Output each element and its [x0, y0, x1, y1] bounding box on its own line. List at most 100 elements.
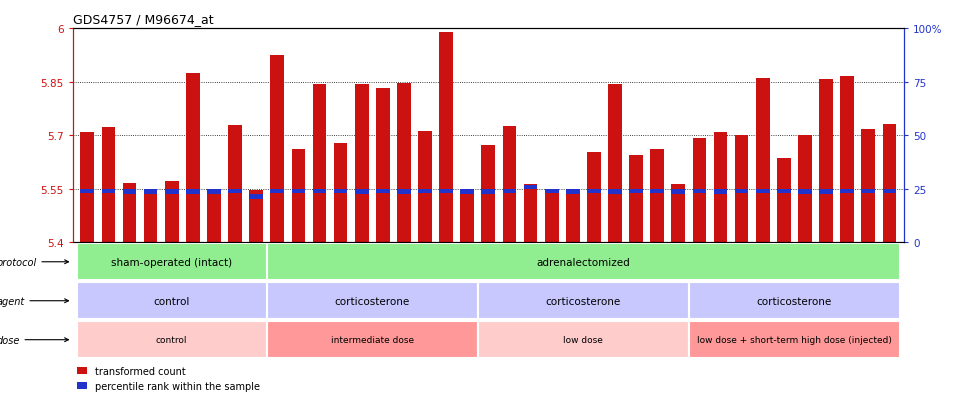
Bar: [840, 77, 854, 243]
Bar: [608, 190, 622, 194]
Bar: [630, 156, 643, 243]
Bar: [689, 282, 900, 320]
Bar: [524, 185, 538, 243]
Bar: [418, 131, 432, 243]
Bar: [714, 190, 727, 194]
Bar: [164, 190, 179, 194]
Bar: [271, 56, 284, 243]
Bar: [460, 192, 474, 243]
Bar: [651, 189, 664, 194]
Text: low dose: low dose: [564, 335, 603, 344]
Bar: [566, 190, 579, 243]
Bar: [689, 321, 900, 358]
Text: corticosterone: corticosterone: [335, 296, 410, 306]
Bar: [439, 190, 453, 194]
Text: sham-operated (intact): sham-operated (intact): [111, 257, 232, 267]
Bar: [334, 190, 347, 194]
Bar: [692, 190, 706, 194]
Bar: [544, 192, 559, 243]
Bar: [478, 282, 689, 320]
Legend: transformed count, percentile rank within the sample: transformed count, percentile rank withi…: [77, 366, 260, 391]
Text: corticosterone: corticosterone: [757, 296, 832, 306]
Bar: [186, 74, 200, 243]
Bar: [312, 85, 326, 243]
Text: protocol: protocol: [0, 257, 69, 267]
Bar: [671, 185, 686, 243]
Bar: [267, 244, 900, 281]
Text: agent: agent: [0, 296, 69, 306]
Bar: [735, 136, 748, 243]
Bar: [267, 321, 478, 358]
Bar: [334, 144, 347, 243]
Bar: [355, 190, 368, 194]
Bar: [544, 190, 559, 194]
Text: control: control: [156, 335, 188, 344]
Bar: [840, 190, 854, 194]
Bar: [478, 321, 689, 358]
Text: corticosterone: corticosterone: [545, 296, 621, 306]
Bar: [76, 321, 267, 358]
Bar: [80, 132, 94, 243]
Bar: [819, 80, 833, 243]
Bar: [267, 282, 478, 320]
Bar: [651, 150, 664, 243]
Bar: [439, 33, 453, 243]
Text: control: control: [154, 296, 190, 306]
Bar: [376, 88, 390, 243]
Bar: [186, 190, 200, 194]
Bar: [249, 191, 263, 243]
Bar: [756, 79, 770, 243]
Bar: [291, 190, 306, 194]
Bar: [587, 153, 601, 243]
Bar: [883, 190, 896, 194]
Bar: [164, 181, 179, 243]
Bar: [482, 190, 495, 194]
Bar: [460, 190, 474, 194]
Bar: [503, 127, 516, 243]
Bar: [692, 138, 706, 243]
Bar: [397, 190, 411, 194]
Text: adrenalectomized: adrenalectomized: [537, 257, 630, 267]
Bar: [376, 190, 390, 194]
Text: GDS4757 / M96674_at: GDS4757 / M96674_at: [73, 13, 213, 26]
Bar: [144, 190, 158, 243]
Bar: [819, 190, 833, 194]
Bar: [862, 129, 875, 243]
Bar: [228, 190, 242, 194]
Bar: [630, 190, 643, 194]
Bar: [798, 190, 812, 194]
Bar: [207, 190, 220, 194]
Bar: [397, 84, 411, 243]
Bar: [228, 126, 242, 243]
Bar: [798, 136, 812, 243]
Text: intermediate dose: intermediate dose: [331, 335, 414, 344]
Bar: [608, 85, 622, 243]
Text: dose: dose: [0, 335, 69, 345]
Bar: [587, 190, 601, 194]
Bar: [355, 85, 368, 243]
Bar: [249, 195, 263, 199]
Bar: [756, 190, 770, 194]
Bar: [80, 189, 94, 194]
Bar: [123, 184, 136, 243]
Text: low dose + short-term high dose (injected): low dose + short-term high dose (injecte…: [697, 335, 892, 344]
Bar: [418, 190, 432, 194]
Bar: [144, 190, 158, 194]
Bar: [102, 189, 115, 194]
Bar: [777, 189, 791, 194]
Bar: [123, 190, 136, 194]
Bar: [524, 185, 538, 190]
Bar: [482, 145, 495, 243]
Bar: [503, 190, 516, 194]
Bar: [207, 191, 220, 243]
Bar: [271, 190, 284, 194]
Bar: [102, 128, 115, 243]
Bar: [671, 190, 686, 194]
Bar: [76, 244, 267, 281]
Bar: [291, 150, 306, 243]
Bar: [714, 132, 727, 243]
Bar: [883, 125, 896, 243]
Bar: [76, 282, 267, 320]
Bar: [862, 189, 875, 194]
Bar: [777, 159, 791, 243]
